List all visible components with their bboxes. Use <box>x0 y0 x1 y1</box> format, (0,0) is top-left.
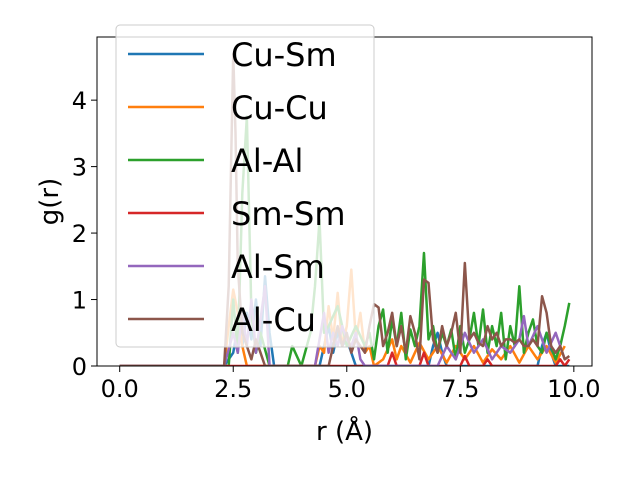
y-tick-label: 0 <box>72 353 87 381</box>
legend-label-sm-sm: Sm-Sm <box>231 195 346 233</box>
x-tick-label: 0.0 <box>101 375 139 403</box>
legend-label-cu-sm: Cu-Sm <box>231 36 337 74</box>
series-line-al-al <box>119 115 571 366</box>
series-line-cu-cu <box>119 268 566 366</box>
y-tick-label: 4 <box>72 87 87 115</box>
series-line-sm-sm <box>119 351 571 366</box>
x-tick-label: 2.5 <box>214 375 252 403</box>
x-tick-label: 7.5 <box>441 375 479 403</box>
y-axis-label: g(r) <box>35 178 65 225</box>
y-tick-label: 3 <box>72 154 87 182</box>
x-tick-label: 5.0 <box>328 375 366 403</box>
legend: Cu-Sm Cu-Cu Al-Al Sm-Sm Al-Sm Al-Cu <box>115 24 375 348</box>
y-tick-label: 2 <box>72 220 87 248</box>
x-axis-label: r (Å) <box>316 415 373 447</box>
legend-label-al-cu: Al-Cu <box>231 301 316 339</box>
y-axis-ticks: 0 1 2 3 4 <box>72 87 97 381</box>
x-axis-ticks: 0.0 2.5 5.0 7.5 10.0 <box>101 366 601 403</box>
legend-label-al-al: Al-Al <box>231 142 303 180</box>
legend-label-al-sm: Al-Sm <box>231 248 325 286</box>
x-tick-label: 10.0 <box>547 375 600 403</box>
series-line-al-cu <box>119 52 571 366</box>
y-tick-label: 1 <box>72 287 87 315</box>
legend-label-cu-cu: Cu-Cu <box>231 89 328 127</box>
